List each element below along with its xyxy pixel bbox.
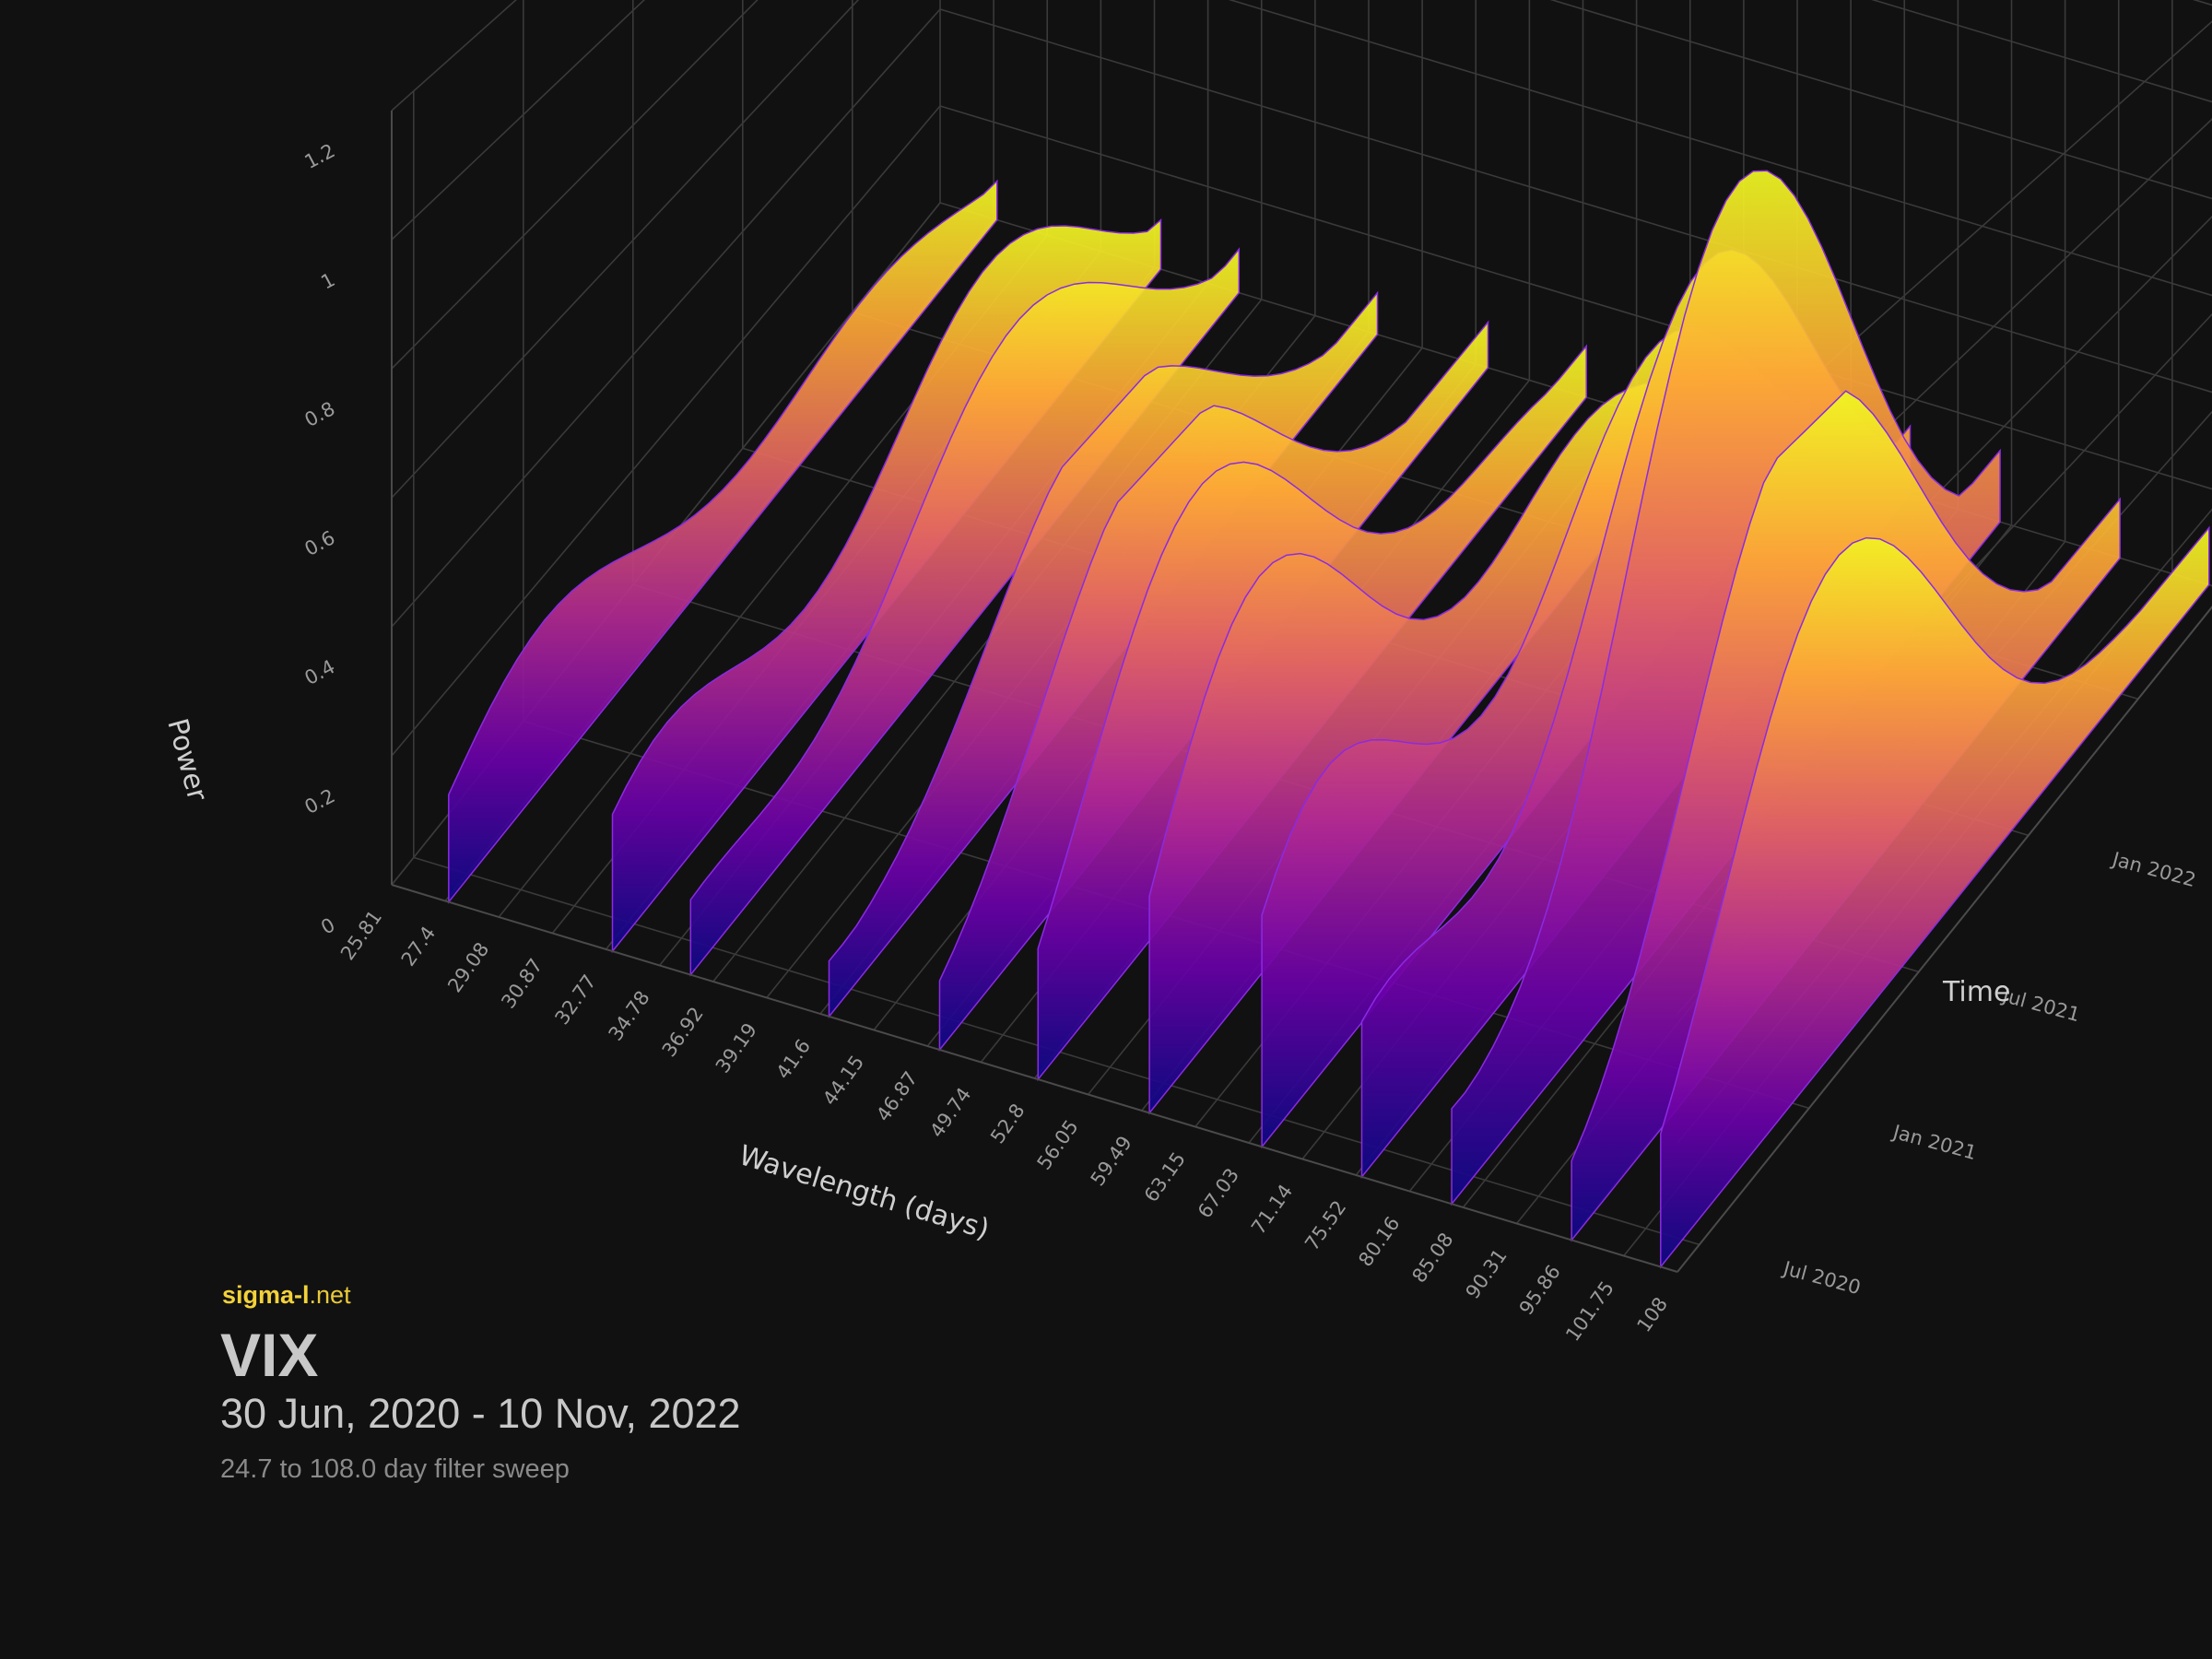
x-tick-label: 36.92	[658, 1003, 708, 1061]
grid-line	[391, 0, 860, 499]
x-tick-label: 25.81	[336, 906, 386, 964]
x-tick-label: 56.05	[1033, 1116, 1083, 1174]
x-tick-label: 44.15	[818, 1052, 868, 1110]
x-tick-label: 75.52	[1300, 1196, 1350, 1254]
z-axis-title: Power	[160, 715, 213, 805]
axis-line	[1677, 606, 2212, 1273]
grid-line	[1871, 0, 2212, 103]
x-tick-label: 52.8	[986, 1100, 1029, 1147]
x-tick-label: 85.08	[1407, 1229, 1457, 1287]
x-tick-label: 80.16	[1354, 1213, 1404, 1271]
x-tick-label: 46.87	[872, 1067, 922, 1125]
chart-caption: 24.7 to 108.0 day filter sweep	[220, 1454, 570, 1484]
x-tick-label: 34.78	[605, 987, 654, 1045]
grid-line	[1228, 0, 2212, 297]
grid-line	[391, 8, 941, 628]
grid-line	[391, 0, 517, 112]
surface-layer	[448, 170, 2210, 1269]
y-axis-title: Time	[1942, 976, 2010, 1008]
brand-name: sigma-l	[222, 1281, 310, 1309]
x-axis-title: Wavelength (days)	[735, 1139, 994, 1246]
time-tick-label: Jul 2021	[1999, 984, 2083, 1027]
x-tick-label: 39.19	[712, 1019, 761, 1077]
grid-line	[939, 8, 2212, 394]
z-tick-label: 1.2	[301, 139, 339, 173]
x-tick-label: 90.31	[1462, 1245, 1512, 1303]
x-tick-label: 30.87	[497, 955, 547, 1013]
x-tick-label: 71.14	[1247, 1181, 1297, 1239]
grid-line	[391, 0, 759, 370]
grid-line	[1549, 0, 2212, 200]
grid-line	[939, 105, 2212, 490]
surface-ridge	[1660, 525, 2210, 1269]
x-tick-label: 95.86	[1515, 1261, 1565, 1319]
x-tick-label: 108	[1632, 1293, 1672, 1336]
x-tick-label: 63.15	[1140, 1148, 1190, 1206]
chart-date-range: 30 Jun, 2020 - 10 Nov, 2022	[220, 1390, 741, 1437]
time-tick-label: Jan 2022	[2109, 848, 2198, 892]
x-tick-label: 49.74	[925, 1084, 975, 1142]
x-tick-label: 29.08	[443, 938, 493, 996]
x-tick-label: 101.75	[1561, 1277, 1618, 1346]
surface-ridge	[448, 179, 998, 904]
z-tick-label: 0.8	[301, 397, 339, 431]
time-tick-label: Jan 2021	[1889, 1121, 1979, 1165]
brand-tld: .net	[309, 1281, 351, 1309]
z-tick-label: 1	[317, 268, 338, 293]
z-tick-label: 0.2	[301, 784, 339, 818]
x-tick-label: 41.6	[772, 1035, 815, 1083]
x-tick-label: 27.4	[397, 923, 440, 971]
z-tick-label: 0.4	[301, 655, 339, 689]
chart-title: VIX	[220, 1321, 319, 1389]
grid-line	[391, 105, 941, 757]
brand-logo: sigma-l.net	[222, 1281, 351, 1310]
time-tick-label: Jul 2020	[1780, 1257, 1864, 1300]
axis-line	[391, 884, 1678, 1273]
z-tick-label: 0.6	[301, 526, 339, 560]
x-tick-label: 32.77	[550, 971, 600, 1029]
grid-line	[391, 0, 645, 241]
x-tick-label: 67.03	[1194, 1164, 1243, 1222]
z-tick-label: 0	[317, 913, 338, 938]
x-tick-label: 59.49	[1087, 1132, 1136, 1190]
